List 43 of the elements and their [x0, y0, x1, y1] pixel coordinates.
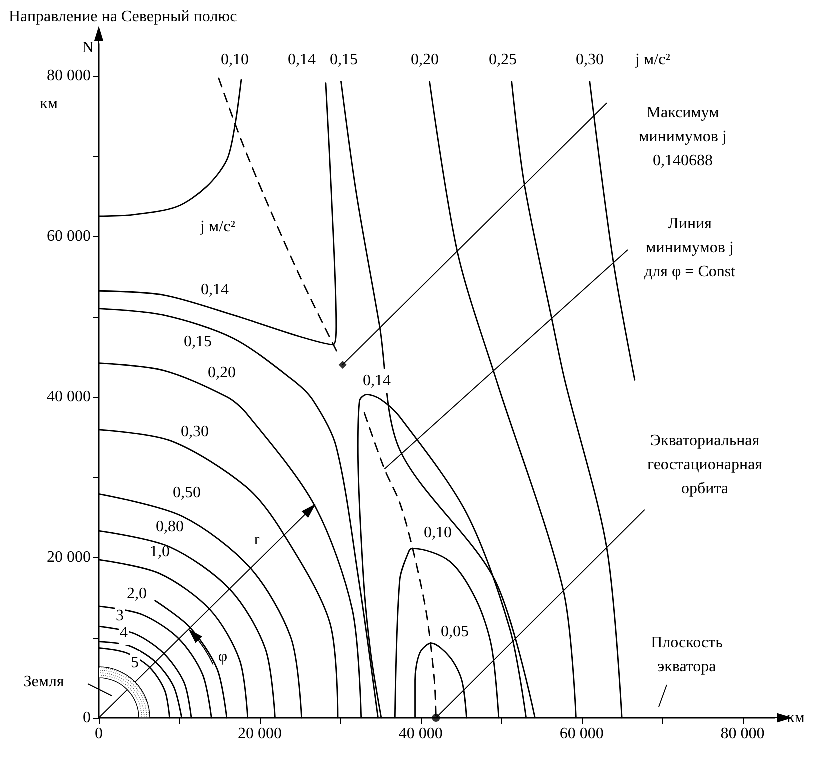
- annotation: 0,14: [201, 282, 229, 298]
- x-tick-label: 20 000: [238, 726, 282, 742]
- annotation: 0,20: [411, 52, 439, 68]
- annotation: Экваториальная геостационарная орбита: [647, 432, 764, 498]
- annotation: 0,80: [156, 518, 184, 536]
- annotation: 3: [116, 608, 124, 624]
- annotation: 0,10: [424, 524, 452, 542]
- annotation: 0,15: [184, 334, 212, 350]
- y-axis-title: км: [40, 96, 58, 113]
- y-tick-label: 40 000: [47, 388, 91, 406]
- annotation: 1,0: [150, 544, 170, 560]
- annotation: 5: [131, 654, 139, 672]
- annotation: r: [254, 532, 260, 548]
- annotation: 2,0: [127, 586, 147, 602]
- y-tick-label: 20 000: [47, 549, 91, 566]
- annotation: Линия минимумов ј для φ = Const: [644, 216, 736, 280]
- y-tick-label: 80 000: [47, 68, 91, 85]
- annotation: 0,15: [330, 52, 358, 68]
- annotation: 0,25: [489, 52, 517, 68]
- x-tick-label: 40 000: [398, 726, 443, 742]
- y-tick-label: 60 000: [47, 228, 91, 246]
- x-tick-label: 80 000: [720, 726, 765, 742]
- annotation: 0,30: [576, 52, 604, 68]
- annotation: 0,50: [173, 484, 201, 502]
- y-tick-label: 0: [83, 710, 91, 726]
- annotation: 0,14: [288, 52, 316, 68]
- chart-title: Направление на Северный полюс: [9, 8, 238, 26]
- annotation: Плоскость экватора: [651, 634, 723, 676]
- annotation: 0,20: [208, 364, 236, 382]
- annotation: Максимум минимумов ј 0,140688: [639, 104, 727, 170]
- annotation: 0,14: [363, 372, 391, 390]
- annotation: φ: [218, 648, 228, 666]
- annotation: ј м/с²: [200, 218, 236, 236]
- annotation: 4: [120, 624, 128, 642]
- x-tick-label: 60 000: [560, 726, 604, 742]
- text: N: [82, 40, 94, 56]
- x-axis-title: км: [787, 710, 805, 726]
- annotation: ј м/с²: [634, 52, 671, 68]
- text: Земля: [24, 674, 65, 690]
- annotation: 0,10: [221, 52, 249, 68]
- annotation: 0,05: [441, 624, 469, 640]
- x-tick-label: 0: [95, 726, 103, 742]
- annotation: 0,30: [181, 424, 209, 440]
